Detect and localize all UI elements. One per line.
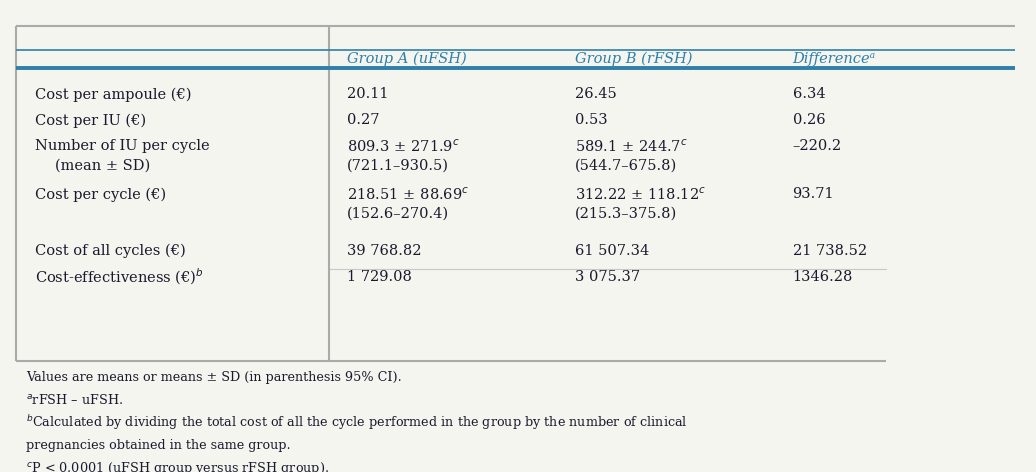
Text: 93.71: 93.71 [793, 187, 834, 202]
Text: 3 075.37: 3 075.37 [575, 270, 640, 284]
Text: 589.1 ± 244.7$^c$: 589.1 ± 244.7$^c$ [575, 138, 688, 155]
Text: Cost per cycle (€): Cost per cycle (€) [35, 187, 167, 202]
Text: Group B (rFSH): Group B (rFSH) [575, 52, 692, 66]
Text: 20.11: 20.11 [347, 87, 388, 101]
Text: 1 729.08: 1 729.08 [347, 270, 412, 284]
Text: 21 738.52: 21 738.52 [793, 244, 867, 258]
Text: 6.34: 6.34 [793, 87, 825, 101]
Text: Cost-effectiveness (€)$^b$: Cost-effectiveness (€)$^b$ [35, 267, 204, 287]
Text: 0.26: 0.26 [793, 113, 825, 127]
Text: $^a$rFSH – uFSH.: $^a$rFSH – uFSH. [26, 393, 123, 407]
Text: $^b$Calculated by dividing the total cost of all the cycle performed in the grou: $^b$Calculated by dividing the total cos… [26, 413, 688, 432]
Text: 39 768.82: 39 768.82 [347, 244, 422, 258]
Text: (152.6–270.4): (152.6–270.4) [347, 206, 450, 220]
Text: (mean ± SD): (mean ± SD) [55, 159, 150, 173]
Text: 26.45: 26.45 [575, 87, 616, 101]
Text: Differenceᵃ: Differenceᵃ [793, 52, 875, 66]
Text: –220.2: –220.2 [793, 139, 841, 153]
Text: 61 507.34: 61 507.34 [575, 244, 650, 258]
Text: Number of IU per cycle: Number of IU per cycle [35, 139, 210, 153]
Text: Values are means or means ± SD (in parenthesis 95% CI).: Values are means or means ± SD (in paren… [26, 371, 402, 384]
Text: Cost per IU (€): Cost per IU (€) [35, 113, 146, 127]
Text: 809.3 ± 271.9$^c$: 809.3 ± 271.9$^c$ [347, 138, 460, 155]
Text: $^c$P < 0.0001 (uFSH group versus rFSH group).: $^c$P < 0.0001 (uFSH group versus rFSH g… [26, 460, 328, 472]
Text: (721.1–930.5): (721.1–930.5) [347, 159, 449, 173]
Text: 218.51 ± 88.69$^c$: 218.51 ± 88.69$^c$ [347, 186, 469, 203]
Text: pregnancies obtained in the same group.: pregnancies obtained in the same group. [26, 439, 290, 452]
Text: (215.3–375.8): (215.3–375.8) [575, 206, 678, 220]
Text: 0.27: 0.27 [347, 113, 379, 127]
Text: Group A (uFSH): Group A (uFSH) [347, 52, 467, 66]
Text: 1346.28: 1346.28 [793, 270, 853, 284]
Text: Cost per ampoule (€): Cost per ampoule (€) [35, 87, 192, 101]
Text: (544.7–675.8): (544.7–675.8) [575, 159, 678, 173]
Text: 312.22 ± 118.12$^c$: 312.22 ± 118.12$^c$ [575, 186, 707, 203]
Text: 0.53: 0.53 [575, 113, 607, 127]
Text: Cost of all cycles (€): Cost of all cycles (€) [35, 244, 186, 258]
